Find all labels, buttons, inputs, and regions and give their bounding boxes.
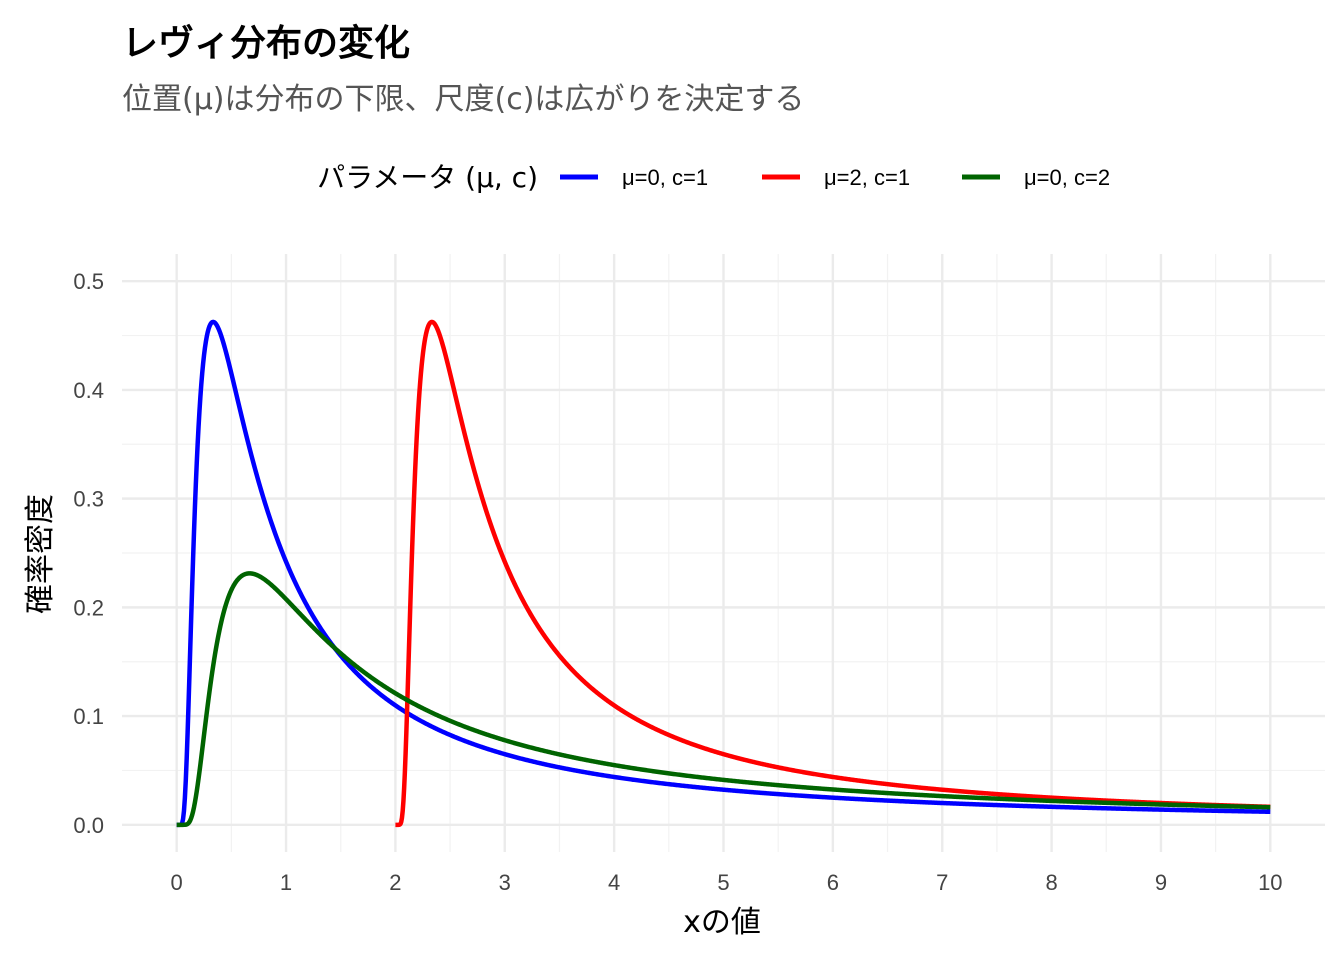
y-tick-label: 0.1	[73, 704, 104, 729]
x-tick-label: 7	[936, 870, 948, 895]
y-tick-label: 0.4	[73, 378, 104, 403]
x-tick-label: 2	[389, 870, 401, 895]
chart-title: レヴィ分布の変化	[122, 23, 411, 64]
density-curves	[175, 319, 1272, 828]
y-tick-label: 0.0	[73, 813, 104, 838]
y-tick-label: 0.5	[73, 269, 104, 294]
x-tick-label: 0	[171, 870, 183, 895]
series-line	[175, 571, 1272, 828]
legend-title: パラメータ (μ, c)	[317, 161, 538, 194]
x-tick-label: 4	[608, 870, 620, 895]
legend: パラメータ (μ, c) μ=0, c=1 μ=2, c=1 μ=0, c=2	[317, 161, 1110, 194]
x-tick-label: 5	[717, 870, 729, 895]
series-line	[175, 319, 1272, 828]
y-tick-label: 0.2	[73, 595, 104, 620]
y-tick-label: 0.3	[73, 487, 104, 512]
chart-subtitle: 位置(μ)は分布の下限、尺度(c)は広がりを決定する	[122, 82, 805, 117]
x-tick-label: 1	[280, 870, 292, 895]
legend-label: μ=0, c=1	[622, 165, 708, 190]
x-tick-label: 9	[1155, 870, 1167, 895]
y-axis-ticks: 0.0 0.1 0.2 0.3 0.4 0.5	[73, 269, 104, 838]
x-tick-label: 3	[499, 870, 511, 895]
x-axis-ticks: 0 1 2 3 4 5 6 7 8 9 10	[171, 870, 1283, 895]
x-tick-label: 10	[1258, 870, 1282, 895]
x-axis-title: xの値	[683, 905, 761, 940]
legend-label: μ=2, c=1	[824, 165, 910, 190]
x-tick-label: 8	[1045, 870, 1057, 895]
legend-label: μ=0, c=2	[1024, 165, 1110, 190]
x-tick-label: 6	[827, 870, 839, 895]
grid-lines	[122, 254, 1325, 852]
y-axis-title: 確率密度	[23, 494, 58, 614]
